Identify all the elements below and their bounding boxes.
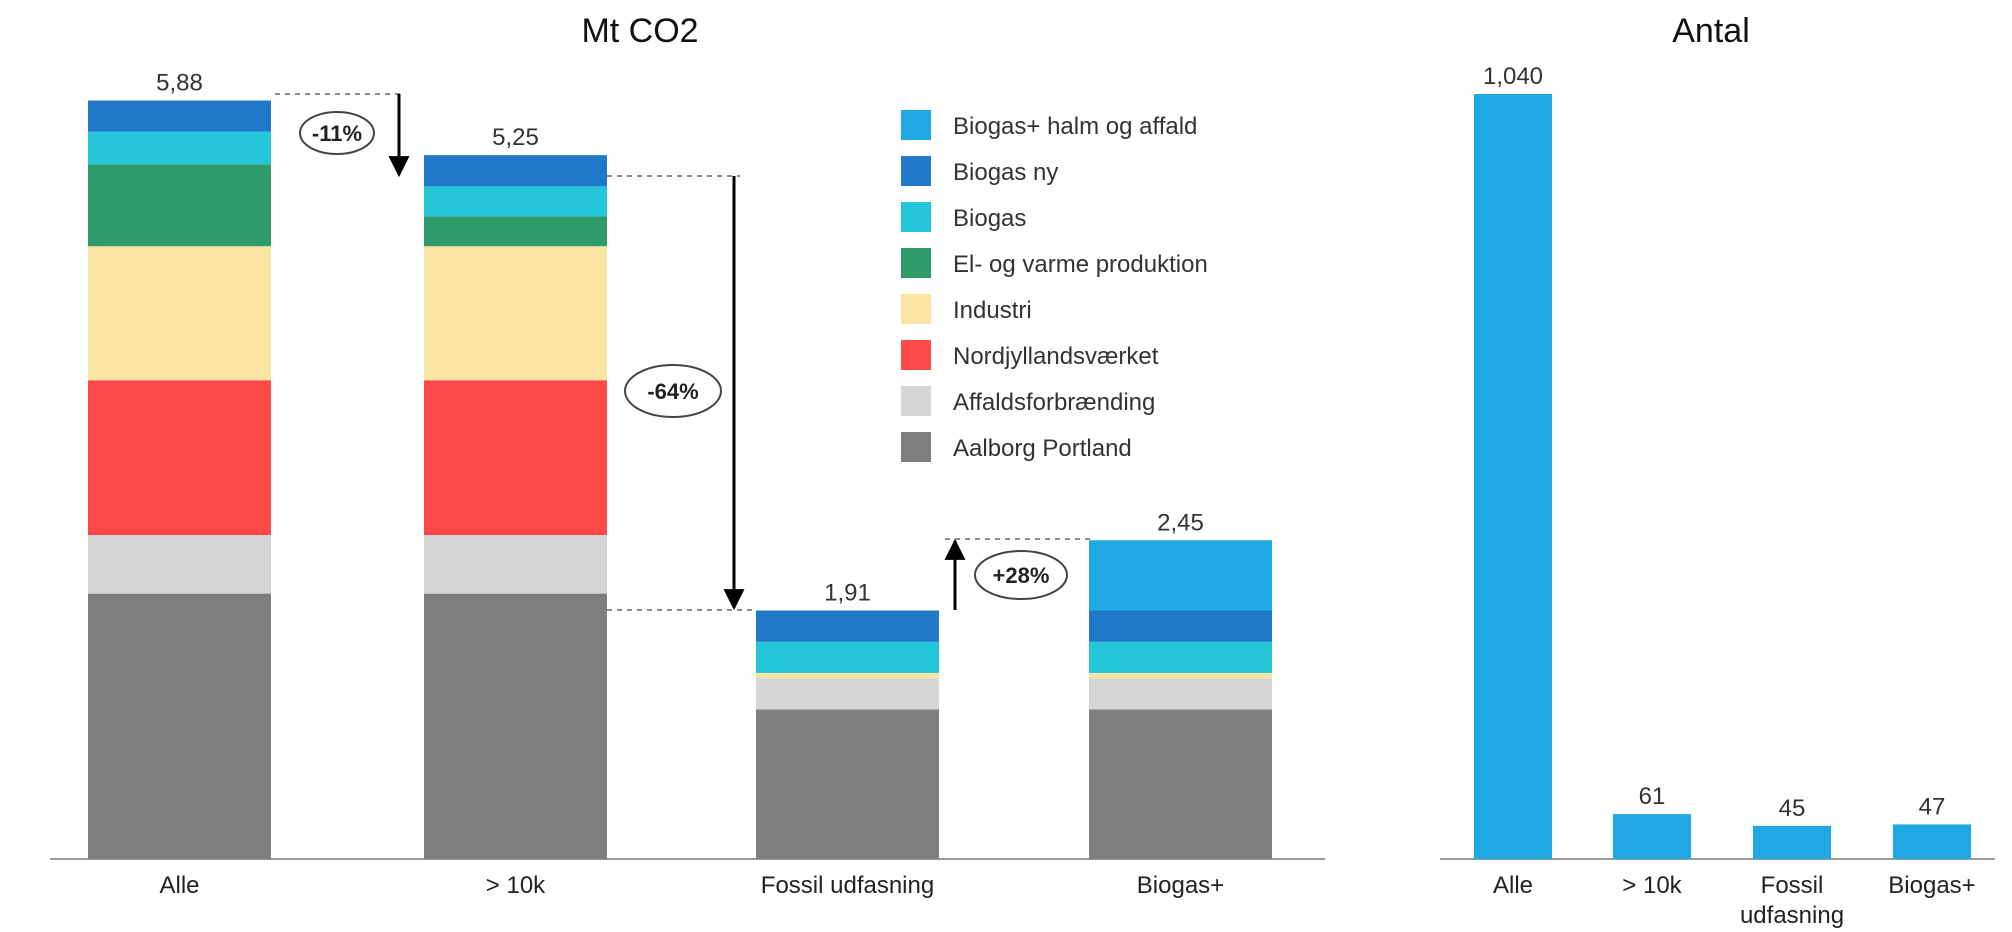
bar-segment-10k-industri: [424, 246, 607, 381]
annotation-label: +28%: [993, 563, 1050, 588]
legend-label: Biogas+ halm og affald: [953, 113, 1197, 140]
bar-segment-alle-biogas: [88, 131, 271, 165]
annotation-minus-11: -11%: [275, 93, 410, 178]
legend-swatch: [901, 110, 931, 140]
bar-segment-biogas-biogas-halm-og-affald: [1089, 540, 1272, 611]
legend-label: Biogas: [953, 205, 1026, 232]
bar-segment-alle-affaldsforbr-nding: [88, 535, 271, 594]
legend-label: Aalborg Portland: [953, 435, 1132, 462]
bar-segment-fossil-udfasning-aalborg-portland: [756, 709, 939, 859]
bar-segment-fossil-udfasning-industri: [756, 672, 939, 679]
legend-label: Industri: [953, 297, 1032, 324]
annotation-label: -11%: [312, 121, 362, 146]
annotation-plus-28: +28%: [944, 538, 1090, 610]
antal-bar-10k: [1613, 814, 1691, 859]
legend-label: Affaldsforbrænding: [953, 389, 1155, 416]
bar-segment-10k-biogas-ny: [424, 155, 607, 187]
antal-value-label: 1,040: [1483, 63, 1543, 90]
legend-swatch: [901, 294, 931, 324]
x-tick-label: Alle: [159, 872, 199, 899]
antal-chart: Antal 1,040 61 45 47 Alle > 10k Fossil udfasni…: [1440, 12, 1995, 929]
antal-bars: [1474, 94, 1971, 859]
bar-segment-fossil-udfasning-biogas-ny: [756, 610, 939, 642]
bar-segment-biogas-aalborg-portland: [1089, 709, 1272, 859]
bar-segment-biogas-affaldsforbr-nding: [1089, 678, 1272, 710]
bar-segment-10k-affaldsforbr-nding: [424, 535, 607, 594]
legend-swatch: [901, 386, 931, 416]
bar-segment-fossil-udfasning-affaldsforbr-nding: [756, 678, 939, 710]
legend-swatch: [901, 432, 931, 462]
antal-value-labels: 1,040 61 45 47: [1483, 63, 1945, 822]
bar-segment-alle-aalborg-portland: [88, 593, 271, 859]
antal-ticks: Alle > 10k Fossil udfasning Biogas+: [1493, 872, 1976, 929]
badge-shape: [624, 364, 722, 418]
bar-segment-10k-aalborg-portland: [424, 593, 607, 859]
legend-label: Nordjyllandsværket: [953, 343, 1159, 370]
bar-segment-fossil-udfasning-biogas: [756, 641, 939, 673]
bar-segment-10k-el-og-varme-produktion: [424, 216, 607, 247]
co2-legend: Biogas+ halm og affald Biogas ny Biogas El-…: [901, 110, 1208, 462]
antal-value-label: 61: [1639, 783, 1666, 810]
antal-value-label: 47: [1919, 793, 1946, 820]
antal-value-label: 45: [1779, 795, 1806, 822]
x-tick-label: Fossil udfasning: [761, 872, 934, 899]
legend-swatch: [901, 340, 931, 370]
bar-segment-alle-nordjyllandsv-rket: [88, 380, 271, 536]
annotation-minus-64: -64%: [607, 175, 755, 611]
bar-segment-biogas-biogas: [1089, 641, 1272, 673]
badge-shape: [974, 550, 1068, 600]
bar-total-label: 2,45: [1157, 509, 1204, 536]
bar-segment-10k-nordjyllandsv-rket: [424, 380, 607, 536]
bar-total-label: 5,25: [492, 124, 539, 151]
x-tick-label: Biogas+: [1137, 872, 1224, 899]
bar-segment-10k-biogas: [424, 186, 607, 217]
co2-chart: Mt CO2 5,88 5,25 1,91 2,45 Alle > 10k Fossil …: [50, 12, 1325, 899]
legend-swatch: [901, 156, 931, 186]
antal-bar-fossil-udfasning: [1753, 825, 1831, 859]
co2-ticks: Alle > 10k Fossil udfasning Biogas+: [159, 872, 1224, 899]
x-tick-label: Fossil udfasning: [1740, 872, 1844, 929]
antal-bar-alle: [1474, 94, 1552, 859]
x-tick-label: Alle: [1493, 872, 1533, 899]
co2-bars: [88, 100, 1272, 859]
bar-segment-biogas-industri: [1089, 672, 1272, 679]
x-tick-label: Biogas+: [1888, 872, 1975, 899]
legend-label: Biogas ny: [953, 159, 1058, 186]
legend-label: El- og varme produktion: [953, 251, 1208, 278]
antal-bar-biogas: [1893, 824, 1971, 859]
x-tick-label: > 10k: [486, 872, 546, 899]
antal-chart-title: Antal: [1672, 12, 1750, 50]
x-tick-label: > 10k: [1622, 872, 1682, 899]
co2-chart-title: Mt CO2: [581, 12, 698, 50]
bar-segment-alle-biogas-ny: [88, 100, 271, 132]
bar-segment-alle-el-og-varme-produktion: [88, 164, 271, 247]
co2-totals: 5,88 5,25 1,91 2,45: [156, 70, 1204, 607]
bar-segment-alle-industri: [88, 246, 271, 381]
legend-swatch: [901, 248, 931, 278]
badge-shape: [299, 111, 375, 155]
bar-total-label: 5,88: [156, 70, 203, 97]
annotation-label: -64%: [647, 379, 698, 404]
bar-total-label: 1,91: [824, 580, 871, 607]
legend-swatch: [901, 202, 931, 232]
bar-segment-biogas-biogas-ny: [1089, 610, 1272, 642]
